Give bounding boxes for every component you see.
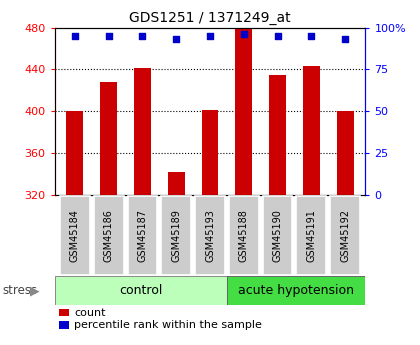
- Bar: [202, 110, 218, 195]
- Point: [240, 31, 247, 37]
- Bar: [337, 111, 354, 195]
- Text: GSM45187: GSM45187: [137, 209, 147, 262]
- Bar: [128, 196, 158, 275]
- Text: acute hypotension: acute hypotension: [238, 284, 354, 297]
- Text: count: count: [74, 308, 106, 318]
- Bar: [94, 196, 123, 275]
- Text: control: control: [119, 284, 163, 297]
- Bar: [229, 196, 259, 275]
- Bar: [269, 75, 286, 195]
- Bar: [297, 196, 326, 275]
- Bar: [60, 196, 90, 275]
- Text: percentile rank within the sample: percentile rank within the sample: [74, 321, 262, 330]
- Point: [105, 33, 112, 39]
- Point: [71, 33, 78, 39]
- Text: GSM45188: GSM45188: [239, 209, 249, 262]
- Bar: [330, 196, 360, 275]
- Text: GSM45189: GSM45189: [171, 209, 181, 262]
- Bar: [100, 82, 117, 195]
- Bar: [55, 276, 227, 305]
- Text: GSM45184: GSM45184: [70, 209, 80, 262]
- Point: [139, 33, 146, 39]
- Text: ▶: ▶: [30, 284, 40, 297]
- Bar: [161, 196, 191, 275]
- Text: GSM45186: GSM45186: [104, 209, 114, 262]
- Bar: [227, 276, 365, 305]
- Point: [274, 33, 281, 39]
- Bar: [262, 196, 292, 275]
- Text: GSM45190: GSM45190: [273, 209, 283, 262]
- Bar: [195, 196, 225, 275]
- Bar: [235, 28, 252, 195]
- Point: [308, 33, 315, 39]
- Point: [173, 37, 180, 42]
- Text: GSM45192: GSM45192: [340, 209, 350, 262]
- Text: stress: stress: [2, 284, 37, 297]
- Bar: [66, 111, 83, 195]
- Point: [207, 33, 213, 39]
- Text: GSM45193: GSM45193: [205, 209, 215, 262]
- Bar: [303, 66, 320, 195]
- Text: GSM45191: GSM45191: [306, 209, 316, 262]
- Title: GDS1251 / 1371249_at: GDS1251 / 1371249_at: [129, 11, 291, 25]
- Bar: [168, 172, 185, 195]
- Point: [342, 37, 349, 42]
- Bar: [134, 68, 151, 195]
